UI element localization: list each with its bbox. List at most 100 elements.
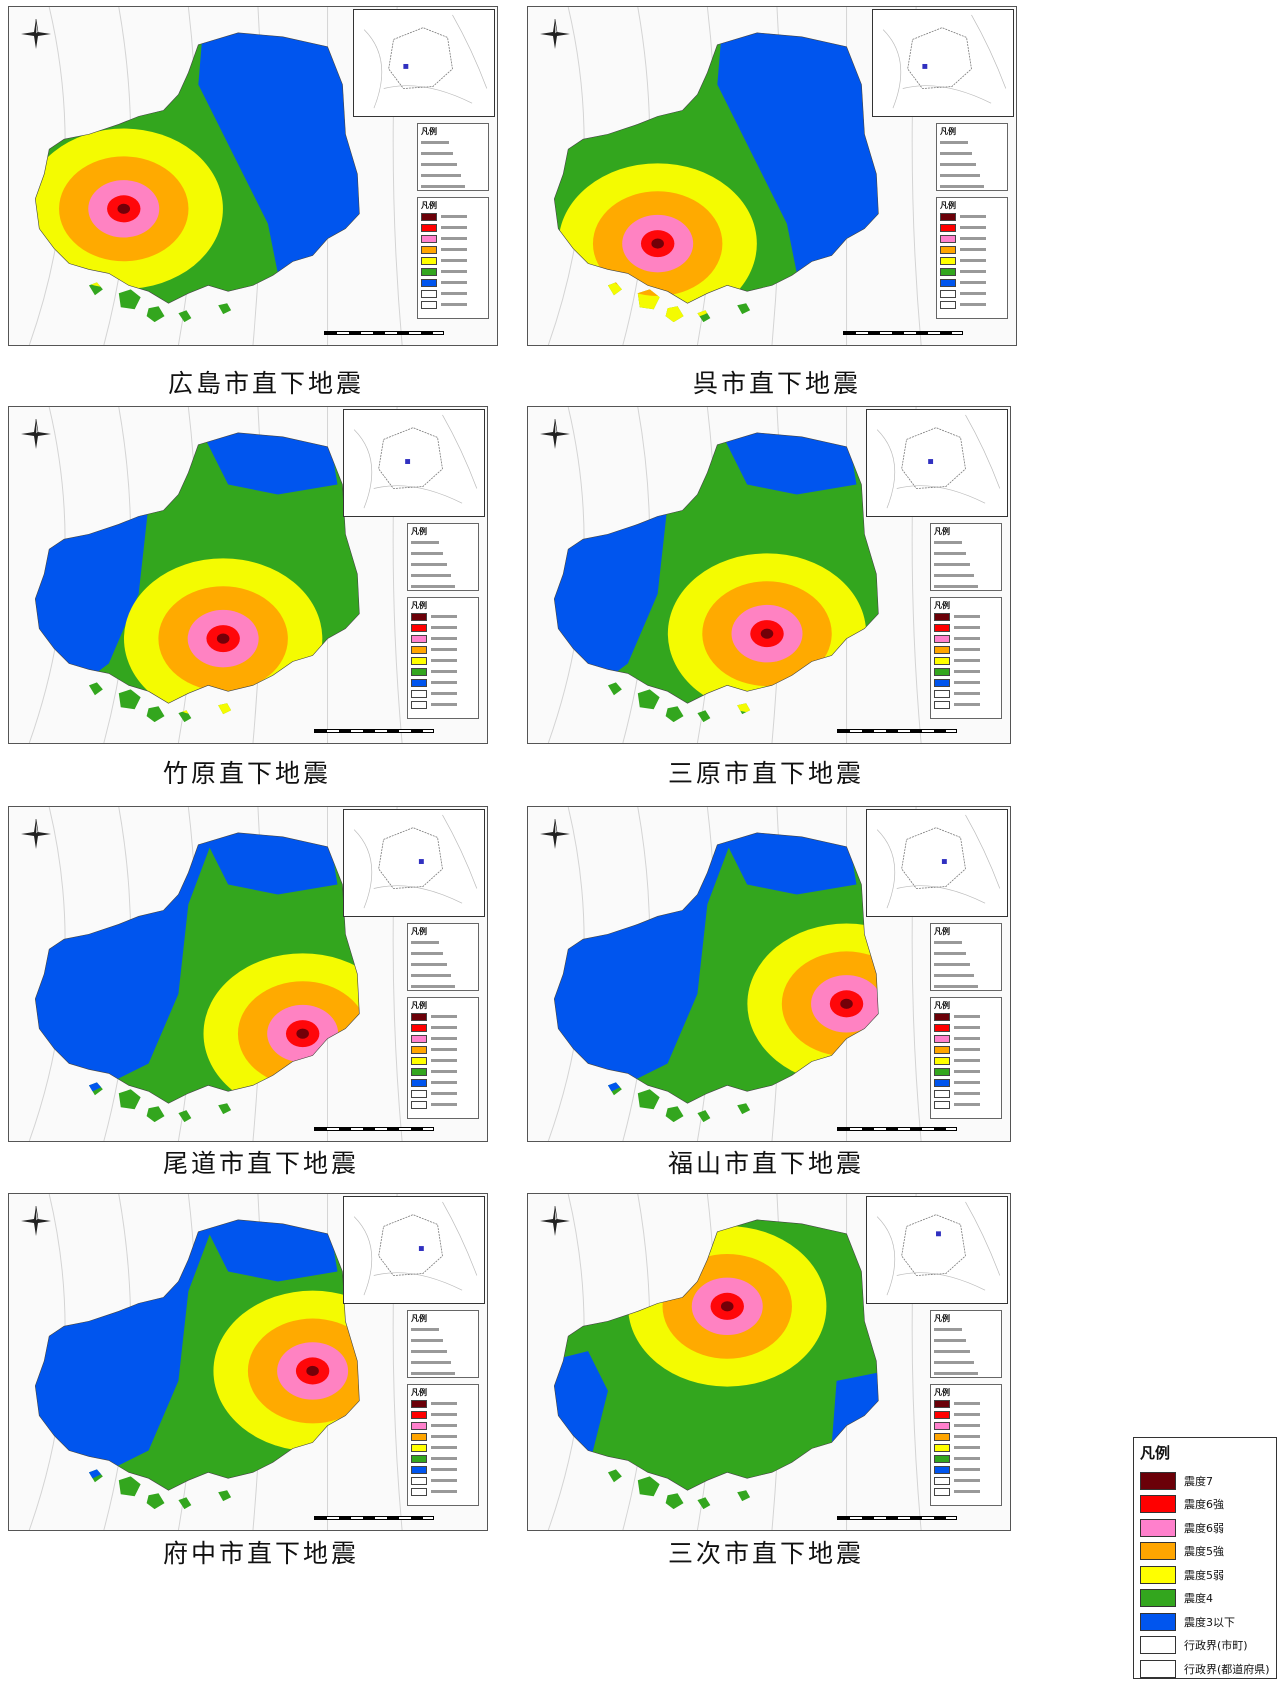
inset-locator-map (343, 809, 485, 917)
mini-legend-intensity: 凡例 (407, 1384, 479, 1506)
mini-legend-title: 凡例 (421, 127, 437, 136)
map-caption: 府中市直下地震 (163, 1539, 360, 1568)
map-panel: 凡例 凡例 (527, 406, 1011, 744)
scale-bar (837, 1510, 957, 1524)
legend-item: 行政界(都道府県) (1140, 1657, 1270, 1681)
map-panel: 凡例 凡例 (527, 806, 1011, 1142)
scale-bar (837, 1121, 957, 1135)
mini-legend-title: 凡例 (934, 1314, 950, 1323)
mini-legend-title: 凡例 (411, 1314, 427, 1323)
inset-locator-map (866, 409, 1008, 517)
legend-item: 震度3以下 (1140, 1610, 1270, 1634)
intensity-map (28, 807, 403, 1141)
mini-legend-features: 凡例 (417, 123, 489, 191)
legend-item: 震度6強 (1140, 1493, 1270, 1517)
mini-legend-features: 凡例 (930, 923, 1002, 991)
mini-legend-title: 凡例 (411, 1388, 427, 1397)
map-caption: 竹原直下地震 (163, 759, 332, 788)
legend-item: 震度4 (1140, 1587, 1270, 1611)
mini-legend-title: 凡例 (411, 1001, 427, 1010)
north-arrow-icon (538, 1204, 572, 1238)
legend-title: 凡例 (1140, 1444, 1171, 1462)
map-caption: 三原市直下地震 (668, 759, 865, 788)
legend-label: 行政界(都道府県) (1184, 1662, 1270, 1676)
legend-label: 震度4 (1184, 1592, 1213, 1606)
inset-locator-map (353, 9, 495, 117)
mini-legend-title: 凡例 (934, 1388, 950, 1397)
legend-label: 震度7 (1184, 1474, 1213, 1488)
mini-legend-title: 凡例 (411, 927, 427, 936)
legend-swatch (1140, 1612, 1176, 1631)
north-arrow-icon (538, 17, 572, 51)
scale-bar (314, 723, 434, 737)
mini-legend-title: 凡例 (934, 601, 950, 610)
mini-legend-features: 凡例 (407, 1310, 479, 1378)
intensity-map (547, 807, 922, 1141)
scale-bar (324, 325, 444, 339)
legend-swatch (1140, 1471, 1176, 1490)
north-arrow-icon (19, 1204, 53, 1238)
inset-locator-map (343, 1196, 485, 1304)
mini-legend-intensity: 凡例 (930, 1384, 1002, 1506)
mini-legend-intensity: 凡例 (417, 197, 489, 319)
north-arrow-icon (19, 17, 53, 51)
legend-label: 震度6強 (1184, 1498, 1224, 1512)
mini-legend-intensity: 凡例 (936, 197, 1008, 319)
intensity-map (28, 7, 403, 345)
north-arrow-icon (19, 417, 53, 451)
legend-item: 震度6弱 (1140, 1516, 1270, 1540)
mini-legend-features: 凡例 (407, 523, 479, 591)
intensity-map (28, 1194, 403, 1530)
mini-legend-features: 凡例 (930, 1310, 1002, 1378)
legend-label: 震度5弱 (1184, 1568, 1224, 1582)
map-caption: 広島市直下地震 (168, 369, 365, 398)
mini-legend-features: 凡例 (407, 923, 479, 991)
mini-legend-features: 凡例 (936, 123, 1008, 191)
legend-item: 震度5強 (1140, 1540, 1270, 1564)
map-panel: 凡例 凡例 (8, 806, 488, 1142)
map-panel: 凡例 凡例 (8, 6, 498, 346)
mini-legend-title: 凡例 (940, 127, 956, 136)
inset-locator-map (872, 9, 1014, 117)
map-panel: 凡例 凡例 (527, 6, 1017, 346)
inset-locator-map (866, 809, 1008, 917)
legend-label: 震度6弱 (1184, 1521, 1224, 1535)
intensity-map (547, 7, 922, 345)
legend-swatch (1140, 1518, 1176, 1537)
legend-label: 行政界(市町) (1184, 1639, 1248, 1653)
map-caption: 三次市直下地震 (668, 1539, 865, 1568)
north-arrow-icon (538, 817, 572, 851)
mini-legend-intensity: 凡例 (930, 597, 1002, 719)
scale-bar (314, 1510, 434, 1524)
mini-legend-title: 凡例 (411, 527, 427, 536)
main-legend: 凡例 震度7 震度6強震度6弱震度5強震度5弱震度4 震度3以下行政界(市町) 行政界… (1133, 1437, 1277, 1679)
scale-bar (837, 723, 957, 737)
legend-item: 行政界(市町) (1140, 1634, 1270, 1658)
legend-item: 震度7 (1140, 1469, 1270, 1493)
north-arrow-icon (538, 417, 572, 451)
map-caption: 尾道市直下地震 (163, 1149, 360, 1178)
map-panel: 凡例 凡例 (8, 406, 488, 744)
inset-locator-map (866, 1196, 1008, 1304)
legend-swatch (1140, 1589, 1176, 1608)
scale-bar (314, 1121, 434, 1135)
intensity-map (28, 407, 403, 743)
legend-swatch (1140, 1542, 1176, 1561)
legend-label: 震度5強 (1184, 1545, 1224, 1559)
legend-swatch (1140, 1636, 1176, 1655)
legend-swatch (1140, 1565, 1176, 1584)
map-panel: 凡例 凡例 (8, 1193, 488, 1531)
north-arrow-icon (19, 817, 53, 851)
map-caption: 呉市直下地震 (693, 369, 862, 398)
mini-legend-title: 凡例 (940, 201, 956, 210)
mini-legend-title: 凡例 (421, 201, 437, 210)
mini-legend-title: 凡例 (934, 1001, 950, 1010)
inset-locator-map (343, 409, 485, 517)
legend-item: 震度5弱 (1140, 1563, 1270, 1587)
mini-legend-intensity: 凡例 (407, 997, 479, 1119)
map-panel: 凡例 凡例 (527, 1193, 1011, 1531)
legend-swatch (1140, 1659, 1176, 1678)
mini-legend-intensity: 凡例 (930, 997, 1002, 1119)
mini-legend-features: 凡例 (930, 523, 1002, 591)
scale-bar (843, 325, 963, 339)
